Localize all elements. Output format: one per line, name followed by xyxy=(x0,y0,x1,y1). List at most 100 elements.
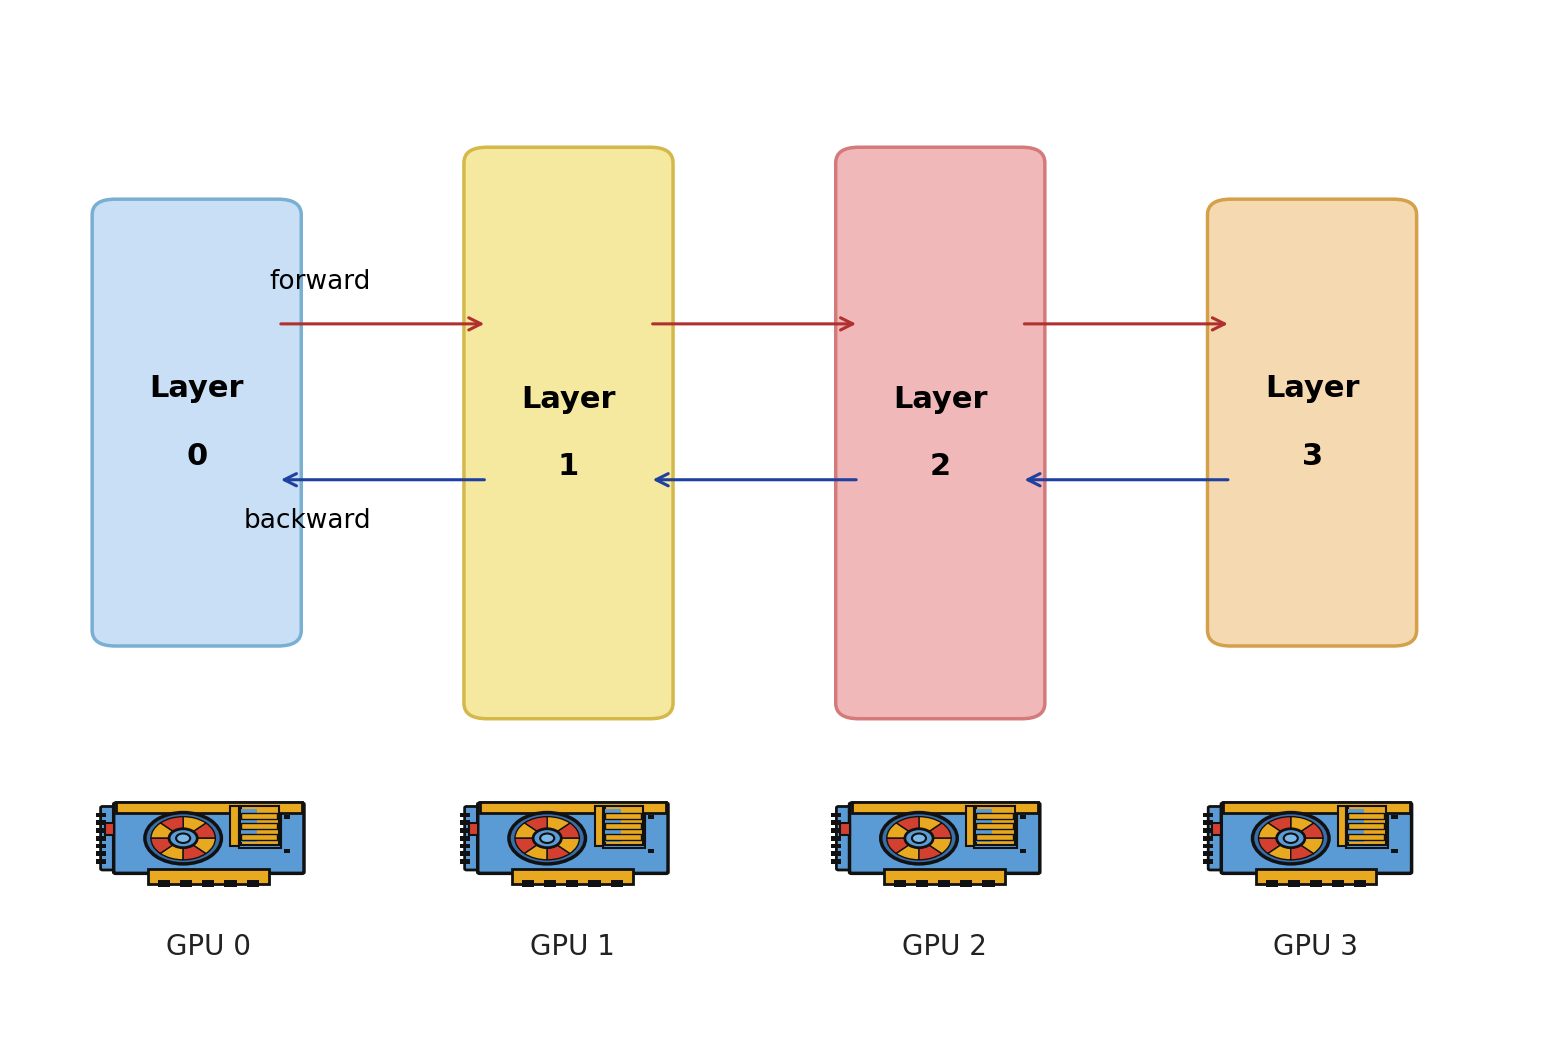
Bar xyxy=(1224,801,1410,813)
Bar xyxy=(513,870,633,885)
Bar xyxy=(95,852,106,856)
Bar xyxy=(1349,813,1385,818)
Text: backward: backward xyxy=(244,509,370,534)
Bar xyxy=(916,880,928,887)
Bar xyxy=(1332,880,1344,887)
Bar xyxy=(1204,843,1213,849)
Bar xyxy=(95,859,106,863)
Bar xyxy=(977,813,1013,818)
Wedge shape xyxy=(525,817,547,838)
Bar xyxy=(522,880,535,887)
FancyBboxPatch shape xyxy=(92,199,302,645)
Bar xyxy=(974,816,1016,822)
Bar xyxy=(1213,822,1221,835)
Circle shape xyxy=(510,813,586,863)
Bar xyxy=(1338,806,1346,847)
Wedge shape xyxy=(886,823,919,838)
Bar xyxy=(1266,880,1277,887)
Bar xyxy=(649,815,653,819)
Bar xyxy=(1391,815,1397,819)
Bar xyxy=(832,836,841,840)
Text: Layer

0: Layer 0 xyxy=(150,375,244,471)
Bar xyxy=(1391,849,1397,853)
Bar xyxy=(1019,849,1025,853)
Wedge shape xyxy=(896,838,919,860)
Bar xyxy=(241,809,256,842)
FancyBboxPatch shape xyxy=(836,807,853,870)
Bar xyxy=(180,880,192,887)
FancyBboxPatch shape xyxy=(1208,199,1416,645)
Bar xyxy=(480,801,666,813)
Bar xyxy=(603,803,646,848)
Bar xyxy=(605,834,641,839)
Wedge shape xyxy=(183,838,206,860)
FancyBboxPatch shape xyxy=(114,803,303,873)
Bar xyxy=(95,843,106,849)
Circle shape xyxy=(911,834,925,843)
Bar xyxy=(1349,823,1385,829)
Bar xyxy=(158,880,170,887)
Bar xyxy=(1288,880,1300,887)
Wedge shape xyxy=(919,817,942,838)
Wedge shape xyxy=(514,823,547,838)
Bar xyxy=(241,807,278,845)
Bar xyxy=(841,822,850,835)
Wedge shape xyxy=(161,838,183,860)
Bar xyxy=(544,880,556,887)
Wedge shape xyxy=(1291,838,1313,860)
Wedge shape xyxy=(514,838,547,854)
Circle shape xyxy=(177,834,191,843)
Circle shape xyxy=(1277,829,1305,848)
Bar xyxy=(1255,870,1377,885)
Bar xyxy=(460,820,469,826)
Text: forward: forward xyxy=(269,270,370,295)
Circle shape xyxy=(1252,813,1329,863)
Bar xyxy=(460,852,469,856)
Bar xyxy=(1346,837,1388,843)
Wedge shape xyxy=(152,838,183,854)
Wedge shape xyxy=(1258,823,1291,838)
Bar xyxy=(603,827,646,833)
Wedge shape xyxy=(1258,838,1291,854)
Wedge shape xyxy=(1291,823,1322,838)
Bar xyxy=(116,801,302,813)
Bar xyxy=(1204,859,1213,863)
Bar xyxy=(148,870,269,885)
Bar xyxy=(832,859,841,863)
Bar xyxy=(1346,827,1388,833)
Wedge shape xyxy=(183,838,216,854)
Bar xyxy=(1349,834,1385,839)
Circle shape xyxy=(145,813,222,863)
Bar xyxy=(241,823,277,829)
Bar xyxy=(605,809,621,842)
Bar xyxy=(589,880,600,887)
Circle shape xyxy=(169,829,197,848)
Bar xyxy=(977,823,1013,829)
Bar xyxy=(1204,836,1213,840)
Bar xyxy=(202,880,214,887)
Bar xyxy=(649,849,653,853)
Wedge shape xyxy=(896,817,919,838)
Bar xyxy=(960,880,972,887)
Text: Layer

1: Layer 1 xyxy=(520,385,616,481)
Bar xyxy=(95,813,106,817)
Bar xyxy=(983,880,994,887)
Bar xyxy=(105,822,114,835)
Bar xyxy=(832,843,841,849)
Wedge shape xyxy=(183,823,216,838)
Wedge shape xyxy=(1291,817,1313,838)
Bar xyxy=(239,827,281,833)
Wedge shape xyxy=(919,838,942,860)
Wedge shape xyxy=(547,817,570,838)
Wedge shape xyxy=(1291,838,1322,854)
Bar xyxy=(894,880,907,887)
FancyBboxPatch shape xyxy=(1221,803,1411,873)
Bar xyxy=(974,837,1016,843)
Bar xyxy=(1349,807,1386,845)
Bar xyxy=(460,843,469,849)
FancyBboxPatch shape xyxy=(100,807,117,870)
Wedge shape xyxy=(547,823,580,838)
Bar xyxy=(605,823,641,829)
Text: GPU 2: GPU 2 xyxy=(902,933,986,961)
Bar xyxy=(974,827,1016,833)
